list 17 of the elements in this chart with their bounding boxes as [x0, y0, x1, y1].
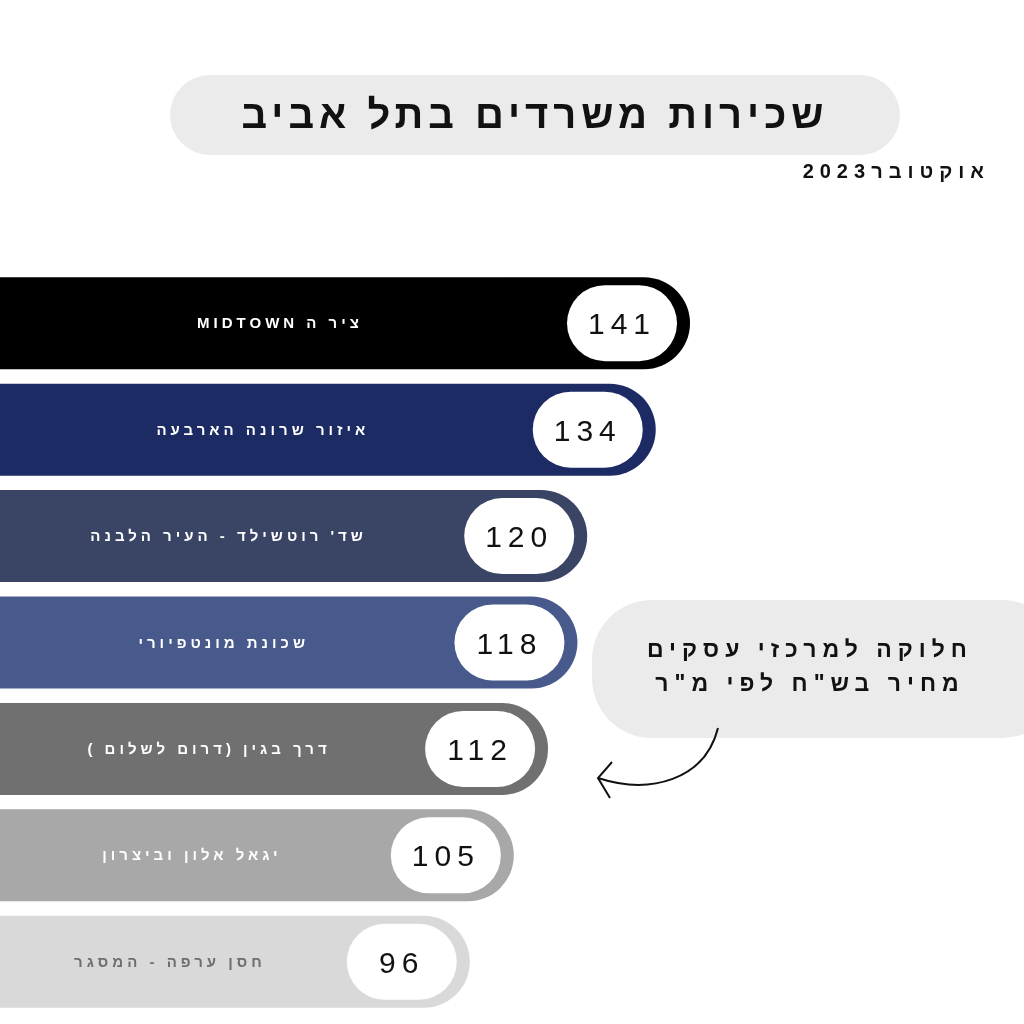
y-tick-label: ציר ה MIDTOWN [197, 314, 363, 332]
data-label: 96 [379, 945, 425, 979]
y-tick-label: חסן ערפה - המסגר [74, 952, 266, 970]
annotation: חלוקה למרכזי עסקים מחיר בש"ח לפי מ"ר [646, 635, 974, 698]
data-label: 105 [411, 839, 480, 873]
y-tick-label: יגאל אלון וביצרון [102, 846, 282, 864]
data-label: 112 [447, 732, 513, 766]
y-tick-label: דרך בגין (דרום לשלום ) [87, 739, 331, 757]
data-label: 118 [476, 626, 543, 660]
y-tick-label: שד' רוטשילד - העיר הלבנה [90, 527, 367, 545]
data-label: 134 [553, 413, 622, 447]
data-label: 120 [485, 520, 554, 554]
text: אוקטובר2023 [801, 159, 990, 184]
data-label: 141 [587, 307, 657, 341]
chart-title: שכירות משרדים בתל אביב [240, 91, 830, 138]
y-tick-label: שכונת מונטפיורי [138, 633, 309, 651]
y-tick-label: איזור שרונה הארבעה [156, 420, 370, 438]
